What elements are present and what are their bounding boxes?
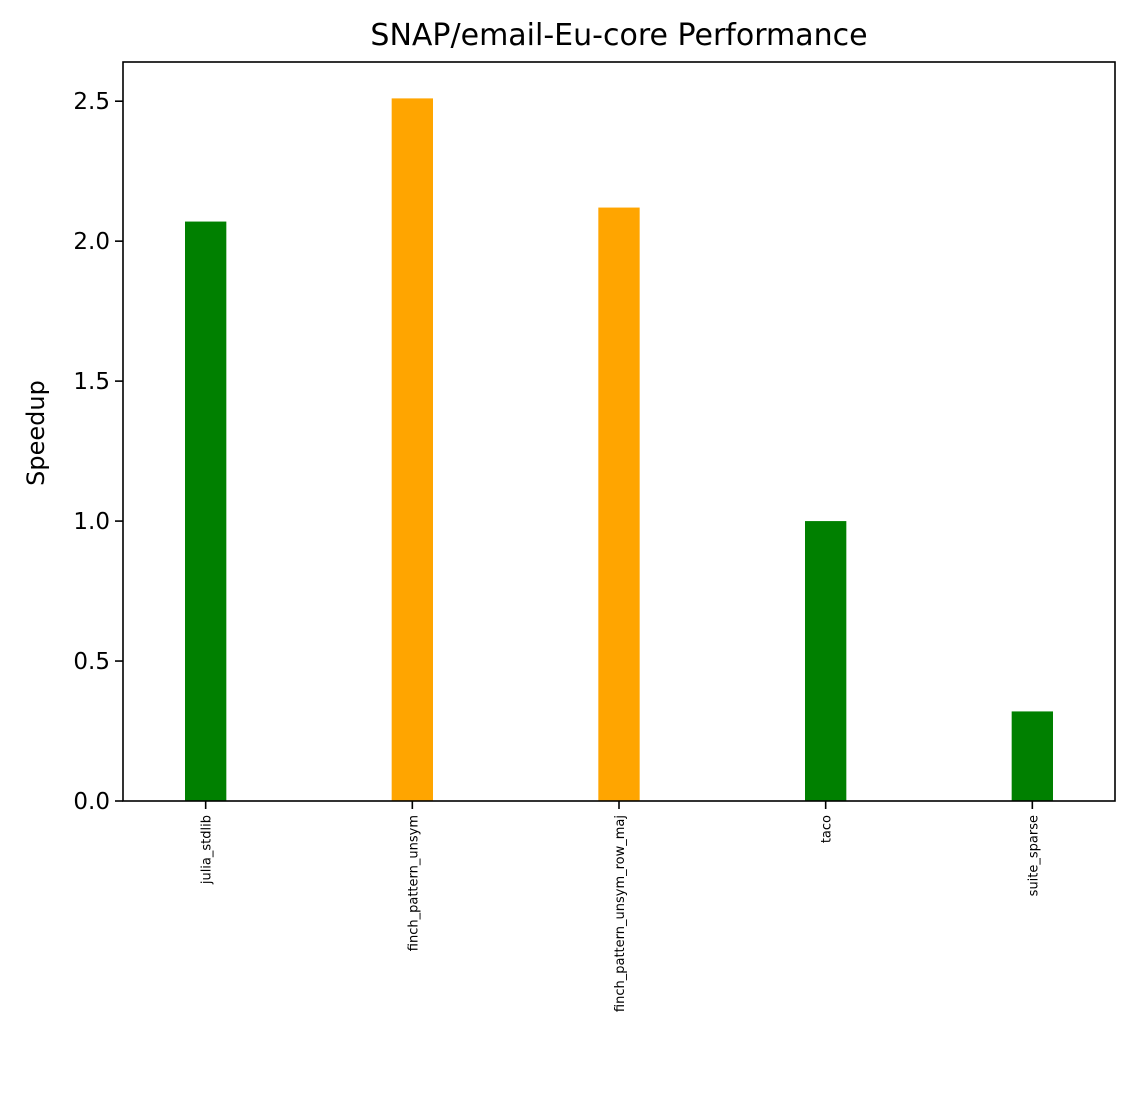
x-tick-label: finch_pattern_unsym <box>406 815 421 951</box>
x-tick-label: finch_pattern_unsym_row_maj <box>613 815 628 1012</box>
x-tick-label: taco <box>820 815 835 843</box>
chart-title: SNAP/email-Eu-core Performance <box>370 18 867 53</box>
y-axis-ticks: 0.0 0.5 1.0 1.5 2.0 2.5 <box>73 89 123 815</box>
y-tick-label: 2.0 <box>73 229 110 255</box>
x-tick-label: suite_sparse <box>1026 815 1041 896</box>
y-tick-label: 1.0 <box>73 509 110 535</box>
bar-julia_stdlib <box>185 221 227 801</box>
x-tick-label: julia_stdlib <box>200 815 215 885</box>
bar-taco <box>805 521 847 801</box>
bar-suite_sparse <box>1011 711 1053 801</box>
plot-frame <box>122 61 1116 802</box>
y-tick-label: 1.5 <box>73 369 110 395</box>
x-axis-ticks: julia_stdlib finch_pattern_unsym finch_pat… <box>200 801 1041 1012</box>
bars-group <box>185 98 1053 801</box>
y-tick-label: 0.0 <box>73 789 110 815</box>
bar-finch_pattern_unsym_row_maj <box>598 207 640 801</box>
bar-finch_pattern_unsym <box>391 98 433 801</box>
y-axis-label: Speedup <box>22 380 50 486</box>
y-tick-label: 0.5 <box>73 649 110 675</box>
y-tick-label: 2.5 <box>73 89 110 115</box>
